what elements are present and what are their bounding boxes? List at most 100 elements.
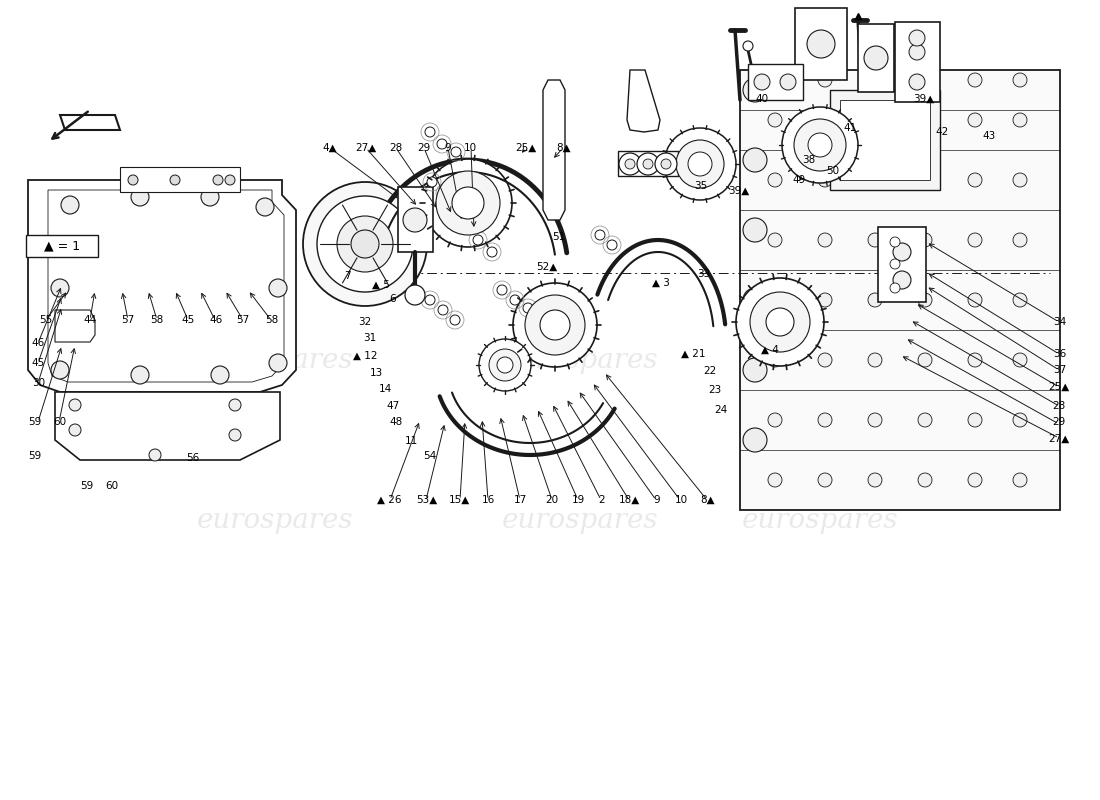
Circle shape: [427, 177, 437, 187]
Circle shape: [742, 78, 767, 102]
Circle shape: [256, 198, 274, 216]
Bar: [26, 235, 98, 257]
Circle shape: [868, 293, 882, 307]
Circle shape: [818, 293, 832, 307]
Circle shape: [351, 230, 380, 258]
Bar: [858, 24, 894, 92]
Circle shape: [968, 73, 982, 87]
Circle shape: [513, 283, 597, 367]
Circle shape: [229, 429, 241, 441]
Circle shape: [661, 159, 671, 169]
Circle shape: [736, 278, 824, 366]
Circle shape: [893, 243, 911, 261]
Circle shape: [510, 295, 520, 305]
Text: 52▲: 52▲: [536, 262, 558, 272]
Text: 24: 24: [714, 405, 727, 414]
Circle shape: [425, 295, 435, 305]
Circle shape: [968, 413, 982, 427]
Circle shape: [302, 182, 427, 306]
Circle shape: [270, 279, 287, 297]
Bar: [795, 8, 847, 80]
Circle shape: [595, 230, 605, 240]
Bar: [398, 187, 433, 252]
Text: 53▲: 53▲: [416, 495, 438, 505]
Circle shape: [890, 237, 900, 247]
Text: 10: 10: [674, 495, 688, 505]
Circle shape: [607, 240, 617, 250]
Circle shape: [768, 353, 782, 367]
Circle shape: [890, 283, 900, 293]
Circle shape: [424, 159, 512, 247]
Circle shape: [405, 285, 425, 305]
Text: ▲ 26: ▲ 26: [377, 495, 402, 505]
Circle shape: [625, 159, 635, 169]
Circle shape: [794, 119, 846, 171]
Bar: [878, 227, 926, 302]
Circle shape: [437, 139, 447, 149]
Text: 2: 2: [598, 495, 605, 505]
Circle shape: [768, 293, 782, 307]
Circle shape: [69, 399, 81, 411]
Text: eurospares: eurospares: [741, 346, 899, 374]
Circle shape: [688, 152, 712, 176]
Text: 19: 19: [572, 495, 585, 505]
Circle shape: [868, 113, 882, 127]
Circle shape: [644, 159, 653, 169]
Bar: [120, 167, 240, 192]
Circle shape: [60, 196, 79, 214]
Circle shape: [918, 413, 932, 427]
Circle shape: [918, 473, 932, 487]
Bar: [895, 22, 940, 102]
Circle shape: [497, 285, 507, 295]
Text: 45: 45: [32, 358, 45, 368]
Text: 45: 45: [182, 315, 195, 325]
Circle shape: [864, 46, 888, 70]
Text: ▲ 12: ▲ 12: [353, 351, 377, 361]
Circle shape: [1013, 473, 1027, 487]
Circle shape: [478, 339, 531, 391]
Text: 58: 58: [265, 315, 278, 325]
Circle shape: [909, 30, 925, 46]
Circle shape: [451, 147, 461, 157]
Circle shape: [768, 413, 782, 427]
Text: 48: 48: [389, 418, 403, 427]
Circle shape: [742, 428, 767, 452]
Circle shape: [676, 140, 724, 188]
Circle shape: [754, 74, 770, 90]
Text: ▲ 3: ▲ 3: [652, 278, 670, 288]
Circle shape: [1013, 293, 1027, 307]
Circle shape: [473, 235, 483, 245]
Text: 54: 54: [424, 451, 437, 461]
Text: 31: 31: [363, 333, 376, 342]
Circle shape: [201, 188, 219, 206]
Circle shape: [436, 171, 500, 235]
Text: 41: 41: [844, 123, 857, 133]
Circle shape: [818, 173, 832, 187]
Text: 58: 58: [151, 315, 164, 325]
Text: ▲ 5: ▲ 5: [372, 280, 389, 290]
Text: 50: 50: [826, 166, 839, 176]
Circle shape: [818, 413, 832, 427]
Circle shape: [1013, 73, 1027, 87]
Circle shape: [768, 233, 782, 247]
Text: 36: 36: [1053, 349, 1066, 358]
Bar: [840, 100, 929, 180]
Text: 55: 55: [40, 315, 53, 325]
Circle shape: [450, 315, 460, 325]
Text: 25▲: 25▲: [515, 143, 537, 153]
Text: 57: 57: [121, 315, 134, 325]
Text: eurospares: eurospares: [197, 506, 353, 534]
Text: 18▲: 18▲: [618, 495, 640, 505]
Circle shape: [1013, 173, 1027, 187]
Text: 23: 23: [708, 386, 722, 395]
Circle shape: [742, 148, 767, 172]
Circle shape: [750, 292, 810, 352]
Text: 37: 37: [1053, 365, 1066, 374]
Text: 13: 13: [370, 368, 383, 378]
Circle shape: [909, 44, 925, 60]
Text: 60: 60: [106, 481, 119, 490]
Circle shape: [818, 353, 832, 367]
Text: 29: 29: [417, 143, 430, 153]
Circle shape: [128, 175, 138, 185]
Text: 22: 22: [703, 366, 716, 376]
